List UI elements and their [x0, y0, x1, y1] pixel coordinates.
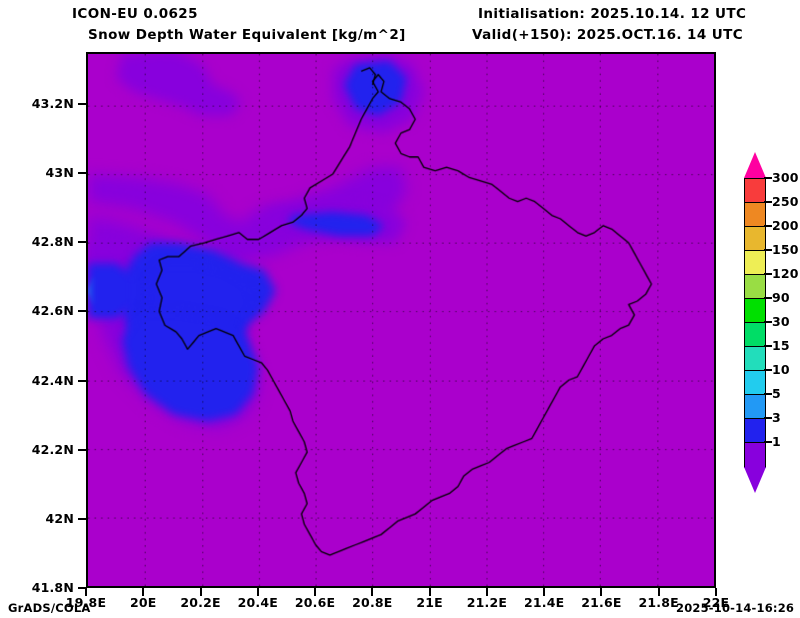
- colorbar-label-150: 150: [772, 242, 799, 257]
- x-tick-label-5: 20.8E: [352, 595, 393, 610]
- colorbar-band-1: [745, 419, 765, 443]
- y-tick-mark: [78, 448, 86, 451]
- y-tick-mark: [78, 310, 86, 313]
- x-tick-mark: [428, 588, 431, 596]
- y-tick-label-5: 42.8N: [31, 234, 74, 250]
- colorbar-band-7: [745, 275, 765, 299]
- header-initialisation: Initialisation: 2025.10.14. 12 UTC: [478, 6, 747, 22]
- x-tick-label-9: 21.6E: [581, 595, 622, 610]
- y-tick-label-0: 41.8N: [31, 580, 74, 595]
- colorbar-tick: [764, 201, 772, 203]
- colorbar-label-10: 10: [772, 362, 790, 377]
- x-tick-mark: [657, 588, 660, 596]
- y-tick-mark: [78, 517, 86, 520]
- x-tick-mark: [199, 588, 202, 596]
- colorbar-label-200: 200: [772, 218, 799, 233]
- footer-credit: GrADS/COLA: [8, 601, 91, 615]
- y-tick-label-6: 43N: [45, 165, 74, 181]
- x-tick-label-7: 21.2E: [466, 595, 508, 610]
- header-field-title: Snow Depth Water Equivalent [kg/m^2]: [88, 27, 406, 43]
- colorbar-band-10: [745, 203, 765, 227]
- y-tick-mark: [78, 379, 86, 382]
- colorbar-bottom-arrow: [744, 467, 766, 493]
- x-tick-mark: [543, 588, 546, 596]
- x-tick-mark: [371, 588, 374, 596]
- x-tick-label-3: 20.4E: [237, 595, 278, 610]
- colorbar-label-30: 30: [772, 314, 790, 329]
- colorbar-label-250: 250: [772, 194, 799, 209]
- colorbar-top-arrow: [744, 152, 766, 178]
- colorbar-label-90: 90: [772, 290, 790, 305]
- y-tick-label-3: 42.4N: [31, 372, 74, 388]
- colorbar-band-5: [745, 323, 765, 347]
- y-tick-mark: [78, 587, 86, 589]
- colorbar-band-2: [745, 395, 765, 419]
- x-tick-mark: [485, 588, 488, 596]
- x-tick-mark: [600, 588, 603, 596]
- y-tick-mark: [78, 102, 86, 105]
- y-tick-label-4: 42.6N: [31, 303, 74, 319]
- colorbar-band-3: [745, 371, 765, 395]
- colorbar: [744, 178, 766, 468]
- colorbar-label-15: 15: [772, 338, 790, 353]
- colorbar-tick: [764, 369, 772, 371]
- x-tick-label-8: 21.4E: [523, 595, 565, 610]
- colorbar-band-6: [745, 299, 765, 323]
- x-tick-label-10: 21.8E: [638, 595, 679, 610]
- colorbar-tick: [764, 441, 772, 443]
- colorbar-label-3: 3: [772, 410, 781, 425]
- colorbar-tick: [764, 249, 772, 251]
- x-tick-mark: [314, 588, 317, 596]
- y-tick-label-2: 42.2N: [31, 441, 74, 457]
- colorbar-band-0: [745, 443, 765, 467]
- colorbar-label-120: 120: [772, 266, 799, 281]
- colorbar-band-9: [745, 227, 765, 251]
- colorbar-tick: [764, 297, 772, 299]
- y-tick-label-7: 43.2N: [31, 95, 74, 111]
- colorbar-tick: [764, 225, 772, 227]
- x-tick-label-6: 21E: [416, 595, 443, 610]
- snow-depth-raster: [88, 54, 714, 586]
- y-tick-mark: [78, 241, 86, 244]
- colorbar-tick: [764, 417, 772, 419]
- colorbar-tick: [764, 393, 772, 395]
- header-model: ICON-EU 0.0625: [72, 6, 198, 22]
- colorbar-tick: [764, 345, 772, 347]
- y-tick-label-1: 42N: [45, 510, 74, 526]
- x-tick-label-11: 22E: [702, 595, 730, 610]
- header-valid-time: Valid(+150): 2025.OCT.16. 14 UTC: [472, 27, 744, 43]
- x-tick-label-4: 20.6E: [294, 595, 336, 610]
- x-tick-mark: [256, 588, 259, 596]
- colorbar-tick: [764, 177, 772, 179]
- colorbar-label-1: 1: [772, 434, 781, 449]
- x-tick-mark: [85, 588, 87, 596]
- colorbar-tick: [764, 273, 772, 275]
- colorbar-band-8: [745, 251, 765, 275]
- colorbar-tick: [764, 321, 772, 323]
- x-tick-mark: [715, 588, 717, 596]
- x-tick-label-0: 19.8E: [65, 595, 107, 610]
- x-tick-label-2: 20.2E: [180, 595, 221, 610]
- y-tick-mark: [78, 172, 86, 175]
- colorbar-label-5: 5: [772, 386, 781, 401]
- map-plot-area[interactable]: [86, 52, 716, 588]
- colorbar-label-300: 300: [772, 170, 799, 185]
- x-tick-label-1: 20E: [129, 595, 157, 610]
- footer-timestamp: 2025-10-14-16:26: [676, 601, 795, 615]
- colorbar-band-11: [745, 179, 765, 203]
- colorbar-band-4: [745, 347, 765, 371]
- x-tick-mark: [142, 588, 145, 596]
